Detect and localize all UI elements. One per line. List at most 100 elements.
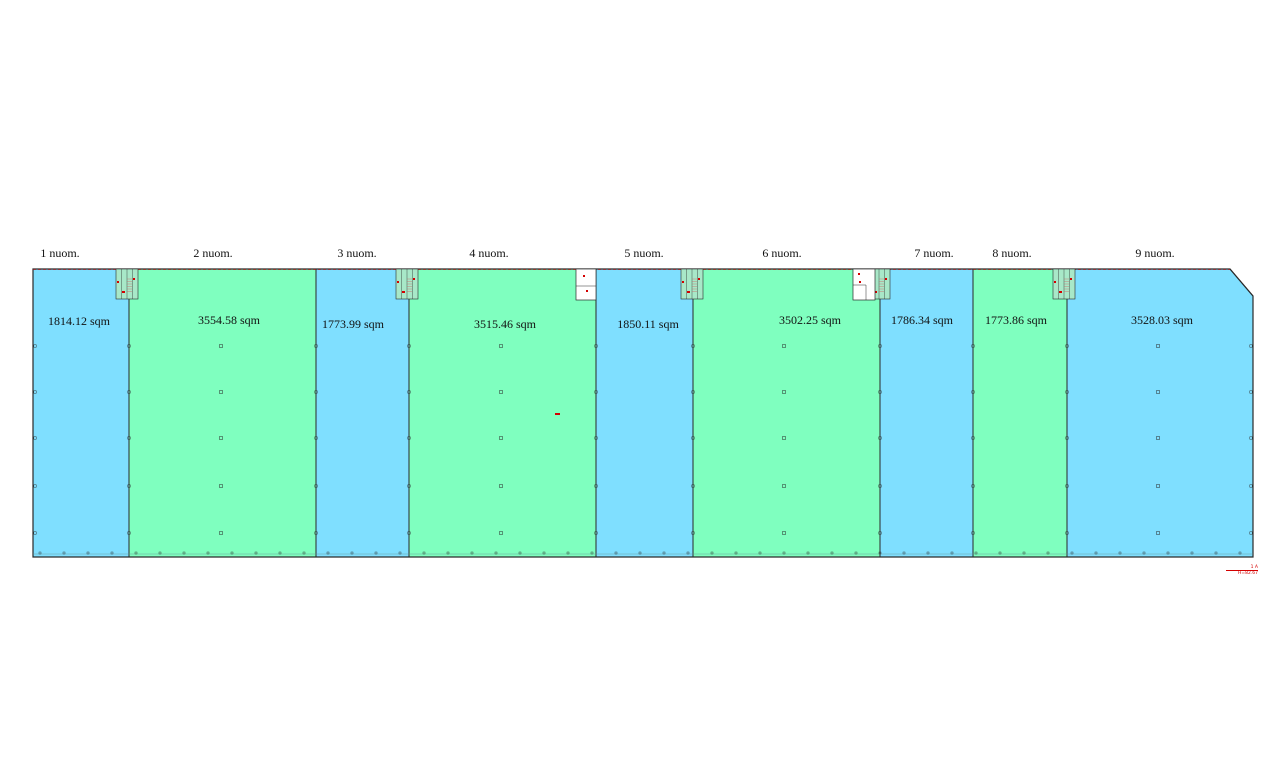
wall-column-marker xyxy=(407,344,411,348)
wall-column-marker xyxy=(127,344,131,348)
unit-4-area: 3515.46 sqm xyxy=(473,317,537,331)
wall-column-marker xyxy=(971,344,975,348)
column-marker xyxy=(219,531,223,535)
utility-room-tag xyxy=(859,281,861,283)
facade-column-marker xyxy=(86,551,90,555)
utility-room xyxy=(575,268,597,301)
facade-column-marker xyxy=(494,551,498,555)
facade-column-marker xyxy=(686,551,690,555)
unit-3-area: 1773.99 sqm xyxy=(321,317,385,331)
corner-annotation: 1 A H=82.67 xyxy=(1226,565,1258,576)
facade-column-marker xyxy=(902,551,906,555)
wall-column-marker xyxy=(127,390,131,394)
wall-column-marker xyxy=(594,390,598,394)
wall-column-marker xyxy=(878,344,882,348)
facade-column-marker xyxy=(374,551,378,555)
column-marker xyxy=(219,484,223,488)
wall-column-marker xyxy=(33,484,37,488)
column-marker xyxy=(1156,484,1160,488)
unit-7-title: 7 nuom. xyxy=(914,246,954,260)
stair-core-tag xyxy=(402,291,405,293)
column-marker xyxy=(219,436,223,440)
facade-column-marker xyxy=(758,551,762,555)
unit-2-area: 3554.58 sqm xyxy=(197,313,261,327)
column-marker xyxy=(782,390,786,394)
column-marker xyxy=(782,484,786,488)
facade-column-marker xyxy=(1118,551,1122,555)
wall-column-marker xyxy=(1065,436,1069,440)
annotation-mark xyxy=(555,413,560,415)
wall-column-marker xyxy=(314,436,318,440)
stair-core-tag xyxy=(1070,278,1072,280)
unit-6-area: 3502.25 sqm xyxy=(778,313,842,327)
corner-annotation-line1: 1 A xyxy=(1250,565,1258,570)
facade-column-marker xyxy=(278,551,282,555)
wall-column-marker xyxy=(33,531,37,535)
wall-column-marker xyxy=(314,484,318,488)
facade-column-marker xyxy=(1070,551,1074,555)
facade-column-marker xyxy=(518,551,522,555)
wall-column-marker xyxy=(127,531,131,535)
facade-column-marker xyxy=(638,551,642,555)
stair-core-tag xyxy=(133,278,135,280)
unit-9-area: 3528.03 sqm xyxy=(1130,313,1194,327)
unit-4-floor xyxy=(408,268,597,558)
wall-column-marker xyxy=(691,344,695,348)
unit-3-title: 3 nuom. xyxy=(337,246,377,260)
facade-column-marker xyxy=(1094,551,1098,555)
facade-column-marker xyxy=(614,551,618,555)
facade-column-marker xyxy=(542,551,546,555)
facade-column-marker xyxy=(230,551,234,555)
stair-core-tag xyxy=(682,281,684,283)
wall-column-marker xyxy=(1065,390,1069,394)
column-marker xyxy=(1156,390,1160,394)
unit-9-title: 9 nuom. xyxy=(1135,246,1175,260)
wall-column-marker xyxy=(127,484,131,488)
facade-column-marker xyxy=(878,551,882,555)
unit-1-title: 1 nuom. xyxy=(40,246,80,260)
wall-column-marker xyxy=(594,436,598,440)
facade-column-marker xyxy=(254,551,258,555)
wall-column-marker xyxy=(33,344,37,348)
column-marker xyxy=(499,344,503,348)
facade-column-marker xyxy=(134,551,138,555)
column-marker xyxy=(499,390,503,394)
stair-core-tag xyxy=(397,281,399,283)
utility-room-tag xyxy=(586,290,588,292)
wall-column-marker xyxy=(33,390,37,394)
facade-column-marker xyxy=(974,551,978,555)
wall-column-marker xyxy=(594,531,598,535)
wall-column-marker xyxy=(878,390,882,394)
wall-column-marker xyxy=(971,484,975,488)
wall-column-marker xyxy=(878,436,882,440)
unit-6-title: 6 nuom. xyxy=(762,246,802,260)
column-marker xyxy=(499,484,503,488)
facade-column-marker xyxy=(1142,551,1146,555)
wall-column-marker xyxy=(314,344,318,348)
facade-column-marker xyxy=(950,551,954,555)
column-marker xyxy=(219,344,223,348)
unit-7-area: 1786.34 sqm xyxy=(890,313,954,327)
facade-column-marker xyxy=(326,551,330,555)
stair-core-tag xyxy=(413,278,415,280)
unit-5-title: 5 nuom. xyxy=(624,246,664,260)
stair-core-tag xyxy=(687,291,690,293)
stair-core-tag xyxy=(874,291,877,293)
wall-column-marker xyxy=(971,531,975,535)
facade-column-marker xyxy=(1190,551,1194,555)
wall-column-marker xyxy=(407,390,411,394)
facade-column-marker xyxy=(302,551,306,555)
facade-column-marker xyxy=(206,551,210,555)
wall-column-marker xyxy=(878,531,882,535)
facade-column-marker xyxy=(998,551,1002,555)
stair-core-tag xyxy=(1059,291,1062,293)
column-marker xyxy=(782,436,786,440)
facade-column-marker xyxy=(446,551,450,555)
facade-column-marker xyxy=(566,551,570,555)
facade-column-marker xyxy=(926,551,930,555)
wall-column-marker xyxy=(1249,390,1253,394)
facade-column-marker xyxy=(38,551,42,555)
facade-column-marker xyxy=(110,551,114,555)
corner-annotation-line2: H=82.67 xyxy=(1226,570,1258,576)
